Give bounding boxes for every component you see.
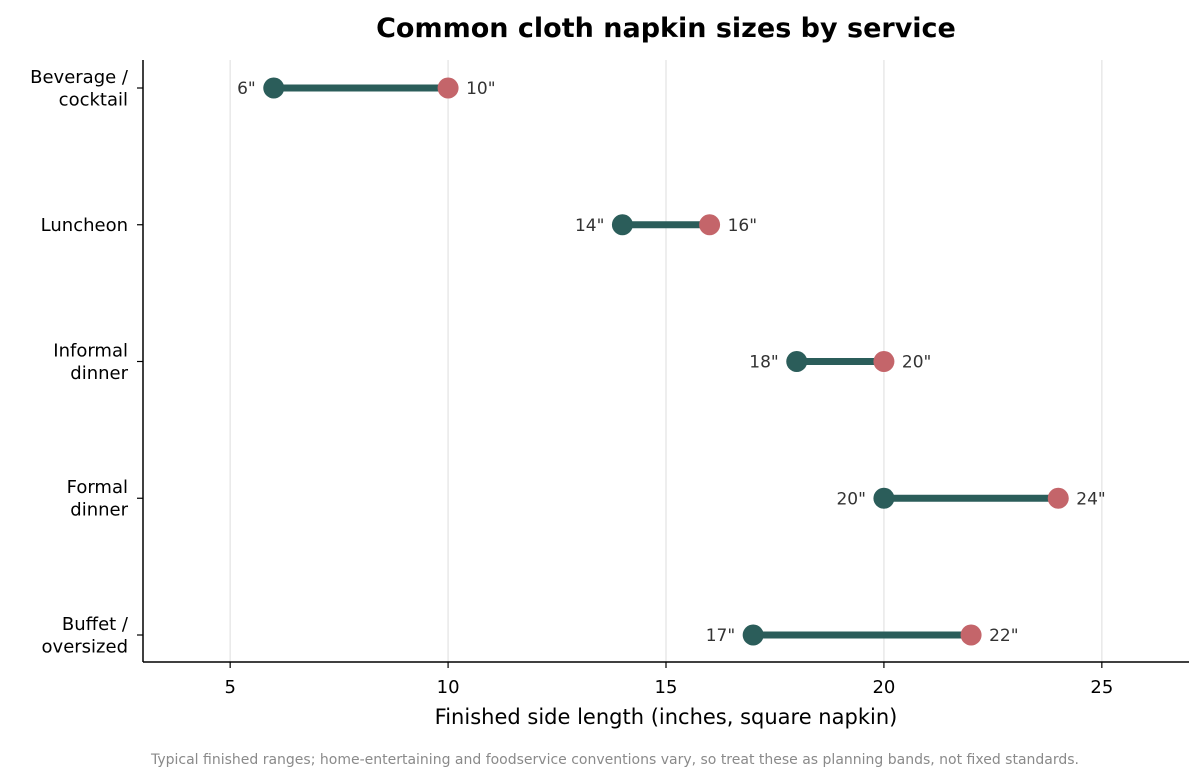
max-value-label: 22" [989, 626, 1018, 646]
min-point [263, 77, 285, 99]
category-label: Beverage / [30, 67, 129, 88]
max-value-label: 20" [902, 353, 931, 373]
category-label: dinner [70, 500, 128, 521]
category-label: oversized [42, 636, 128, 657]
min-point [611, 214, 633, 236]
min-point [873, 487, 895, 509]
x-tick-label: 25 [1090, 677, 1113, 698]
x-tick-label: 15 [655, 677, 678, 698]
grid-lines [229, 60, 1103, 662]
category-label: Formal [67, 477, 128, 498]
min-value-label: 14" [575, 216, 604, 236]
max-value-label: 10" [466, 79, 495, 99]
max-point [1047, 487, 1069, 509]
category-label: Luncheon [41, 215, 128, 236]
max-value-label: 16" [728, 216, 757, 236]
x-ticks: 5 10 15 20 25 [224, 662, 1113, 698]
category-labels: Beverage /cocktailLuncheonInformaldinner… [30, 67, 143, 657]
min-point [742, 624, 764, 646]
x-tick-label: 5 [224, 677, 235, 698]
max-point [699, 214, 721, 236]
category-label: cocktail [59, 89, 128, 110]
max-point [873, 351, 895, 372]
max-point [960, 624, 982, 646]
min-value-label: 20" [836, 489, 865, 509]
category-label: dinner [70, 363, 128, 384]
max-point [437, 77, 459, 99]
max-value-label: 24" [1076, 489, 1105, 509]
footnote: Typical finished ranges; home-entertaini… [150, 752, 1079, 768]
category-label: Buffet / [62, 614, 129, 635]
category-label: Informal [53, 340, 128, 361]
x-tick-label: 20 [872, 677, 895, 698]
min-value-label: 17" [706, 626, 735, 646]
dumbbell-marks: 6" 10" 14" 16" 18" 20" 20" 24" 17" 22" [237, 77, 1106, 646]
min-value-label: 18" [749, 353, 778, 373]
min-point [786, 351, 808, 372]
chart-title: Common cloth napkin sizes by service [376, 13, 956, 44]
min-value-label: 6" [237, 79, 256, 99]
x-tick-label: 10 [437, 677, 460, 698]
x-axis-label: Finished side length (inches, square nap… [435, 705, 898, 729]
